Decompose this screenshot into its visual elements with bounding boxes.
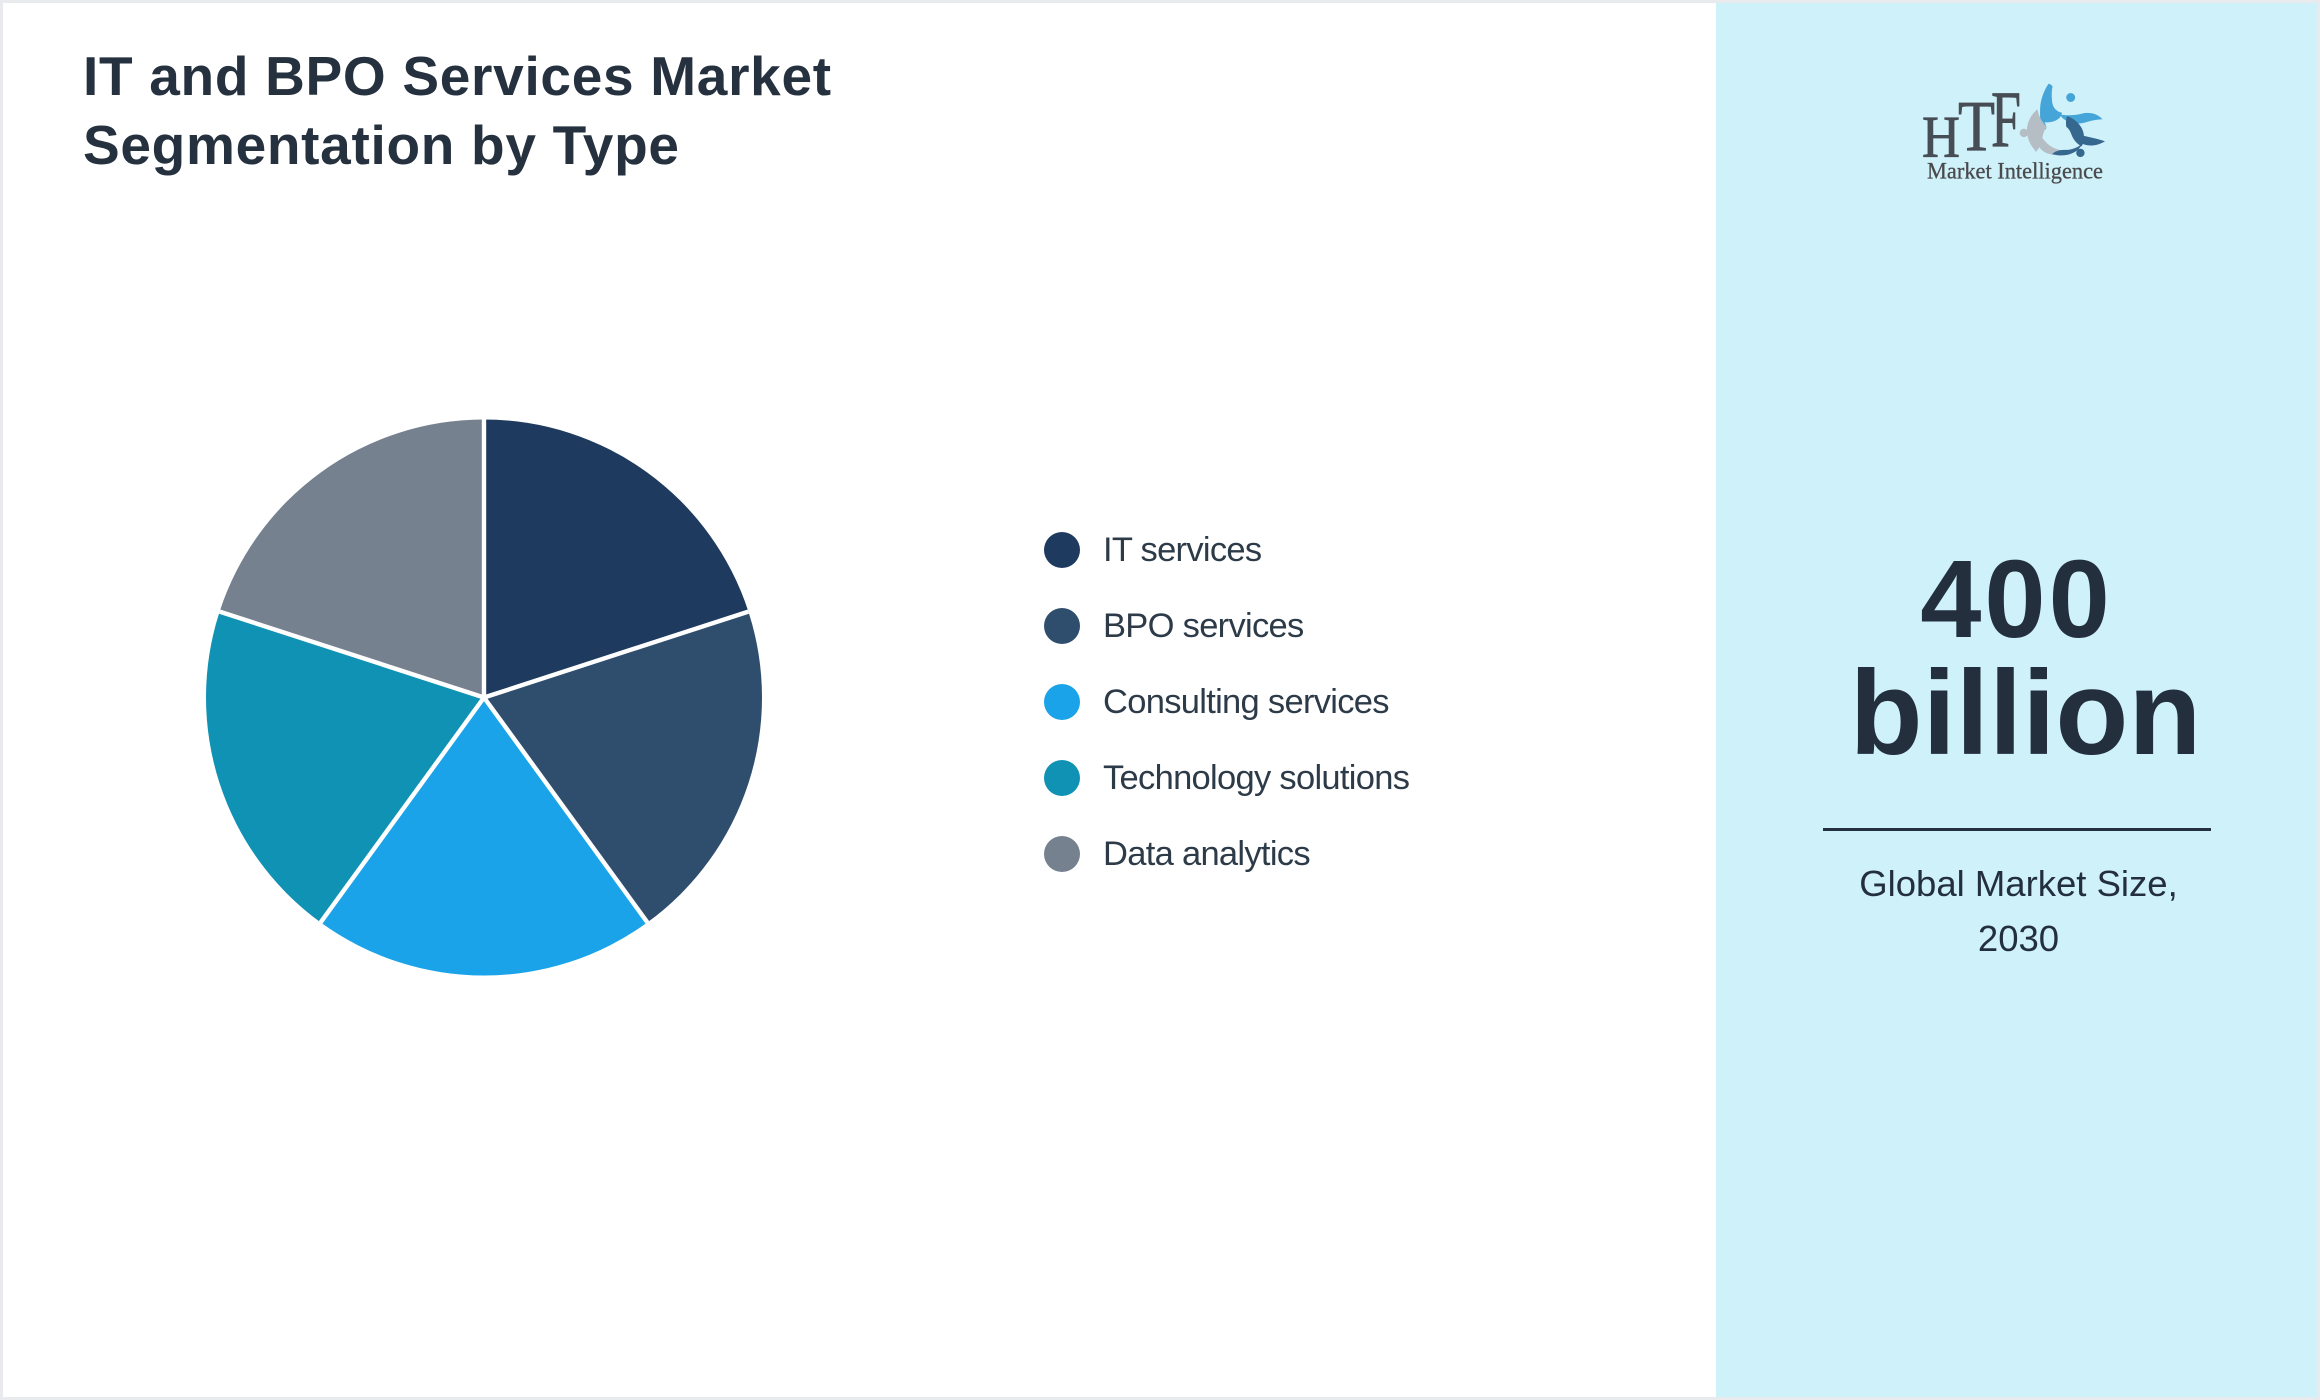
svg-text:Market Intelligence: Market Intelligence bbox=[1927, 159, 2103, 184]
svg-text:F: F bbox=[1991, 78, 2021, 165]
svg-text:T: T bbox=[1958, 86, 1995, 166]
svg-text:H: H bbox=[1922, 104, 1960, 170]
